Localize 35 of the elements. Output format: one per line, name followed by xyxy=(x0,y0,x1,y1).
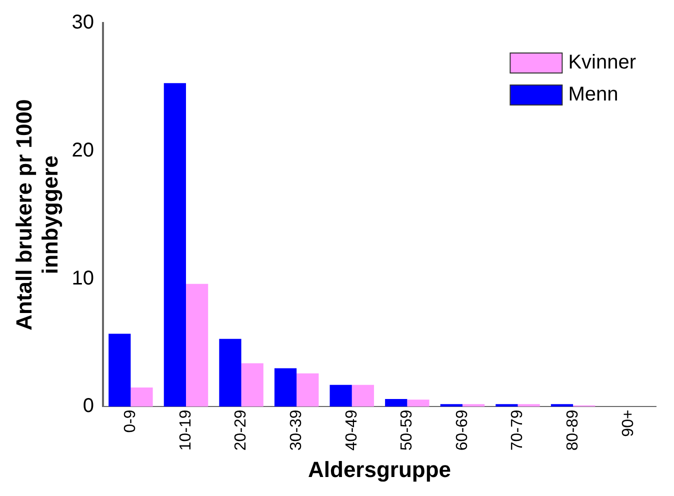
x-tick-label: 30-39 xyxy=(288,410,305,451)
bar xyxy=(330,384,352,407)
bar xyxy=(385,399,408,407)
x-tick-label: 80-89 xyxy=(564,410,582,451)
bar xyxy=(164,83,186,407)
y-tick-label: 0 xyxy=(82,395,94,418)
bar xyxy=(186,284,208,407)
bar xyxy=(462,404,485,407)
bar xyxy=(108,334,131,407)
y-tick-label: 30 xyxy=(72,12,94,34)
bar xyxy=(550,404,574,407)
bar xyxy=(440,404,462,407)
x-tick-label: 50-59 xyxy=(398,410,416,451)
x-tick-label: 70-79 xyxy=(509,410,526,451)
bar xyxy=(130,387,153,407)
x-tick-label: 10-19 xyxy=(177,410,194,451)
bar xyxy=(296,373,319,407)
bar xyxy=(496,404,518,407)
x-tick-label: 20-29 xyxy=(232,410,250,451)
bar xyxy=(241,363,264,407)
bar xyxy=(274,368,297,407)
legend-label: Menn xyxy=(568,84,618,106)
x-tick-label: 40-49 xyxy=(343,410,360,451)
bar xyxy=(219,338,242,407)
y-axis-title: Antall brukere pr 1000 innbyggere xyxy=(11,99,63,330)
x-tick-label: 60-69 xyxy=(454,410,471,451)
bar xyxy=(518,404,540,407)
legend-label: Kvinner xyxy=(568,52,636,74)
x-tick-label: 90+ xyxy=(620,410,637,437)
bar xyxy=(407,400,430,407)
x-tick-label: 0-9 xyxy=(122,410,140,433)
y-tick-label: 10 xyxy=(72,267,94,290)
bar xyxy=(352,384,374,407)
x-axis-title: Aldersgruppe xyxy=(308,456,452,482)
y-tick-label: 20 xyxy=(72,139,94,162)
